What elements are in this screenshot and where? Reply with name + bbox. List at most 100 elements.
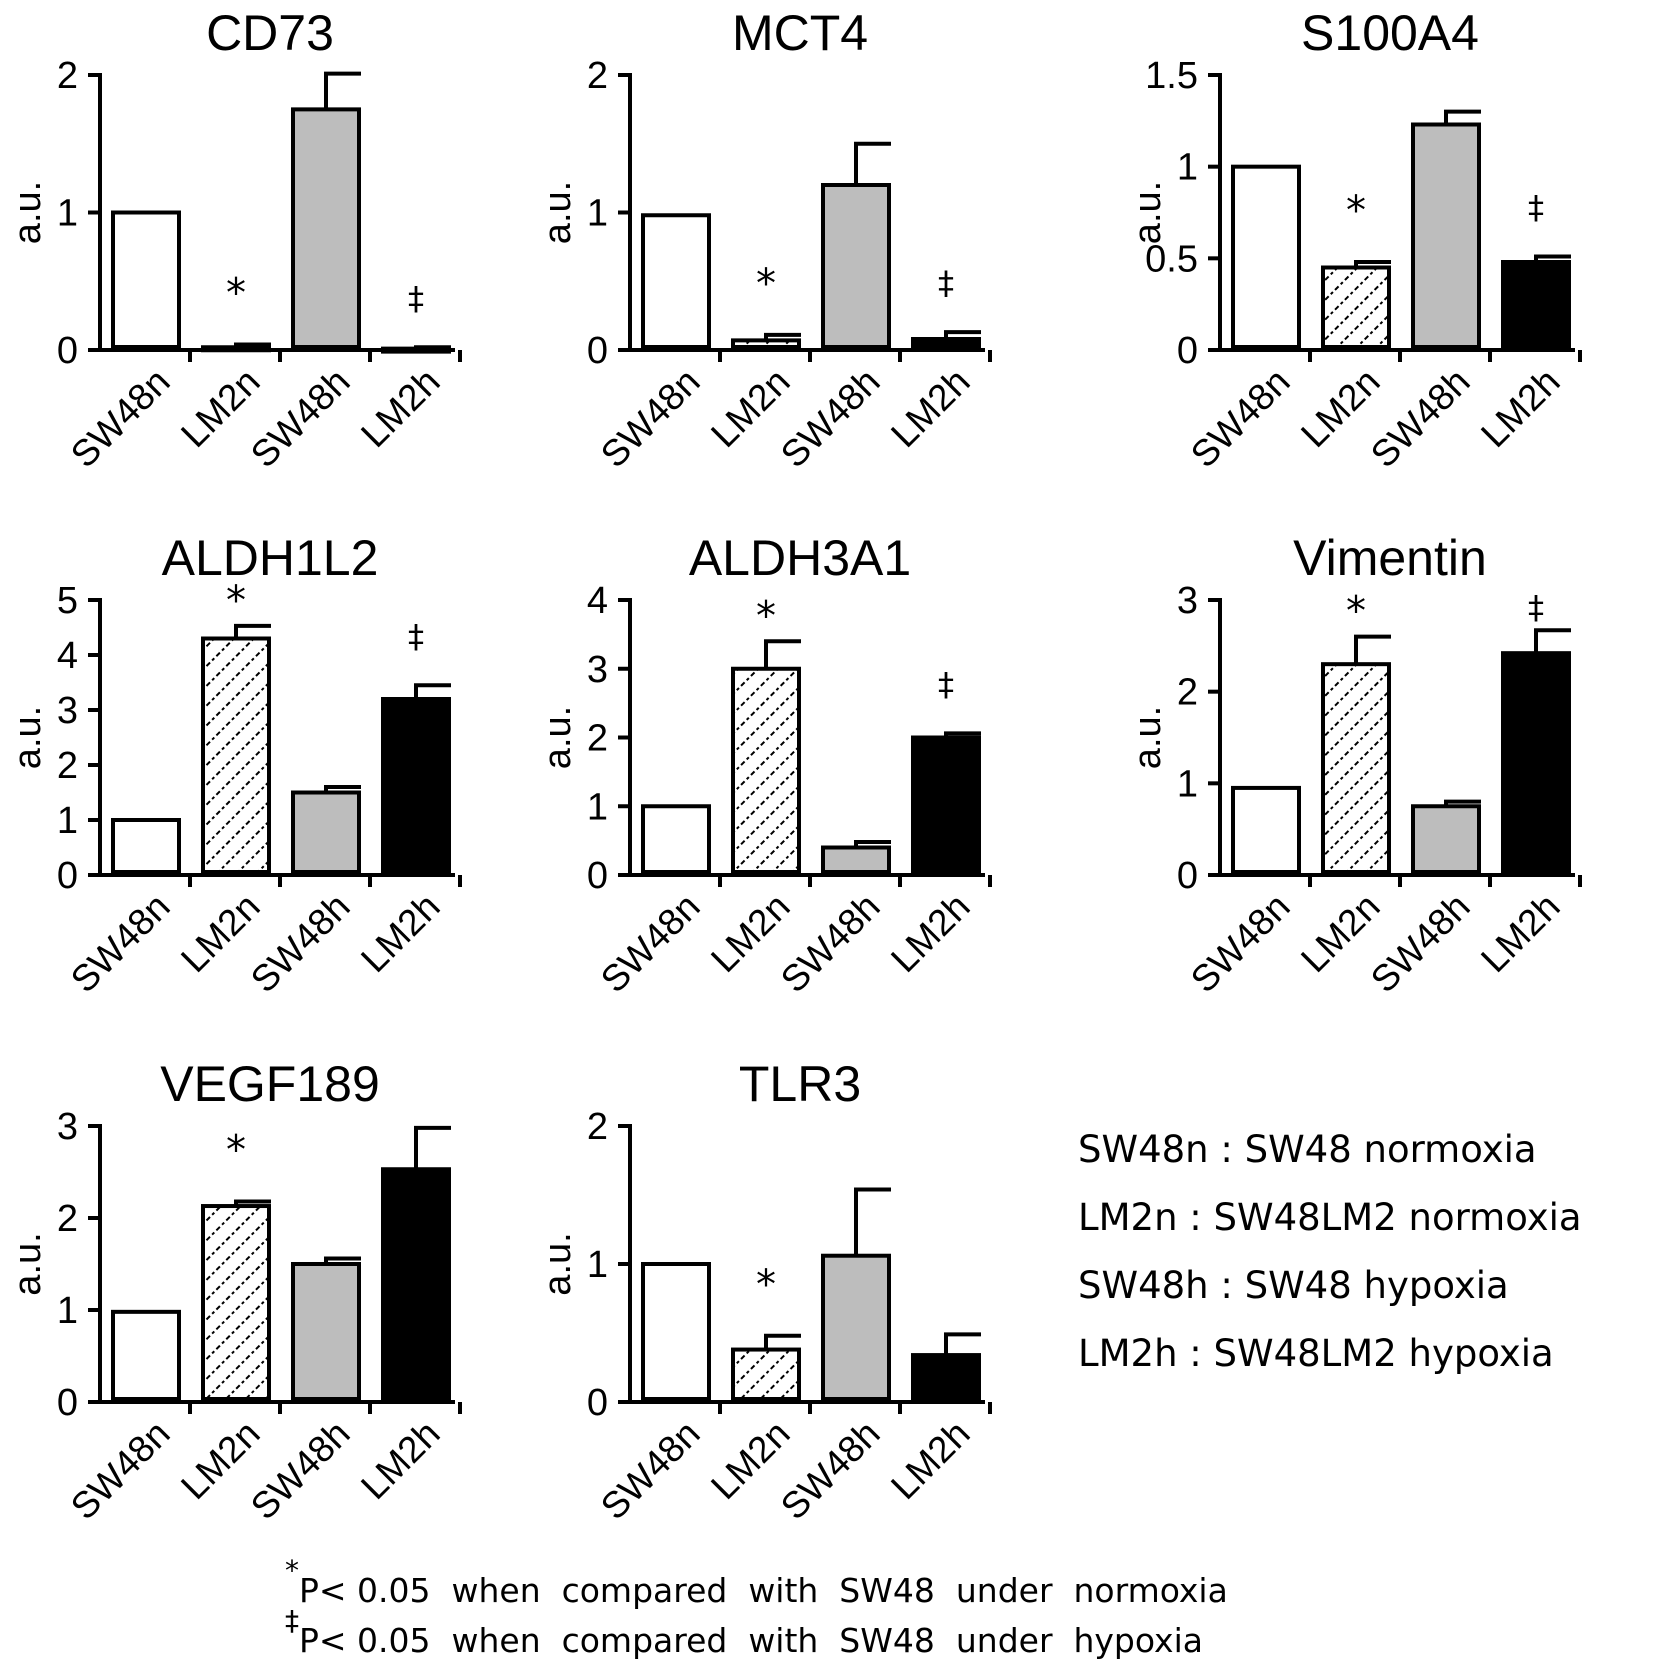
x-tick-label: SW48h bbox=[243, 1413, 358, 1528]
bar bbox=[911, 735, 981, 874]
chart-title: VEGF189 bbox=[160, 1056, 380, 1112]
bar bbox=[821, 845, 891, 874]
y-axis-label: a.u. bbox=[7, 181, 49, 244]
y-tick-label: 2 bbox=[57, 745, 78, 787]
bar bbox=[381, 697, 451, 874]
y-axis-label: a.u. bbox=[1127, 706, 1169, 769]
bar bbox=[201, 1204, 271, 1402]
x-tick-label: SW48n bbox=[63, 886, 178, 1001]
bar bbox=[1321, 662, 1391, 875]
y-tick-label: 1 bbox=[587, 786, 608, 828]
y-axis-label: a.u. bbox=[7, 1232, 49, 1295]
x-tick-label: SW48n bbox=[1183, 886, 1298, 1001]
y-tick-label: 2 bbox=[587, 55, 608, 97]
significance-mark: ‡ bbox=[408, 279, 424, 317]
y-tick-label: 0 bbox=[587, 855, 608, 897]
y-tick-label: 3 bbox=[57, 690, 78, 732]
significance-mark: * bbox=[1346, 589, 1366, 635]
chart-title: ALDH3A1 bbox=[689, 530, 911, 586]
legend-entry: LM2h : SW48LM2 hypoxia bbox=[1078, 1332, 1554, 1375]
y-tick-label: 0 bbox=[57, 1382, 78, 1424]
footnote-text: P< 0.05 when compared with SW48 under no… bbox=[299, 1571, 1228, 1610]
y-tick-label: 5 bbox=[57, 580, 78, 622]
bar bbox=[641, 1262, 711, 1401]
bar bbox=[821, 1253, 891, 1401]
y-axis-label: a.u. bbox=[537, 181, 579, 244]
x-tick-label: LM2h bbox=[883, 361, 977, 455]
significance-mark: * bbox=[226, 1127, 246, 1173]
y-tick-label: 0 bbox=[587, 1382, 608, 1424]
footnote-symbol: * bbox=[285, 1554, 299, 1587]
significance-mark: * bbox=[1346, 188, 1366, 234]
bar bbox=[1411, 804, 1481, 874]
y-axis-label: a.u. bbox=[7, 706, 49, 769]
y-tick-label: 3 bbox=[587, 649, 608, 691]
x-tick-label: LM2h bbox=[883, 886, 977, 980]
significance-mark: * bbox=[756, 261, 776, 307]
footnote-symbol: ‡ bbox=[285, 1604, 299, 1637]
y-axis-label: a.u. bbox=[537, 706, 579, 769]
significance-mark: * bbox=[226, 578, 246, 624]
bar bbox=[1501, 651, 1571, 875]
x-tick-label: SW48h bbox=[243, 361, 358, 476]
legend-entry: SW48h : SW48 hypoxia bbox=[1078, 1264, 1509, 1307]
x-tick-label: SW48h bbox=[773, 1413, 888, 1528]
significance-mark: ‡ bbox=[408, 617, 424, 655]
bar bbox=[291, 107, 361, 349]
x-tick-label: SW48n bbox=[63, 1413, 178, 1528]
x-tick-label: SW48h bbox=[1363, 361, 1478, 476]
y-tick-label: 0 bbox=[1177, 330, 1198, 372]
x-tick-label: SW48h bbox=[773, 886, 888, 1001]
y-tick-label: 3 bbox=[57, 1106, 78, 1148]
bar bbox=[111, 818, 181, 874]
y-tick-label: 2 bbox=[57, 1198, 78, 1240]
significance-mark: * bbox=[756, 593, 776, 639]
bar bbox=[381, 1167, 451, 1401]
y-axis-label: a.u. bbox=[1127, 181, 1169, 244]
bar bbox=[201, 345, 271, 353]
chart-title: TLR3 bbox=[739, 1056, 861, 1112]
bar bbox=[111, 1309, 181, 1401]
bar bbox=[641, 804, 711, 874]
y-tick-label: 1 bbox=[587, 1244, 608, 1286]
footnote-normoxia: *P< 0.05 when compared with SW48 under n… bbox=[285, 1554, 1228, 1610]
bar bbox=[911, 337, 981, 349]
y-tick-label: 1 bbox=[1177, 763, 1198, 805]
x-tick-label: SW48n bbox=[593, 1413, 708, 1528]
y-tick-label: 4 bbox=[587, 580, 608, 622]
bar bbox=[111, 210, 181, 349]
x-tick-label: SW48h bbox=[1363, 886, 1478, 1001]
x-tick-label: LM2h bbox=[1473, 886, 1567, 980]
bar bbox=[291, 1262, 361, 1401]
y-tick-label: 1.5 bbox=[1145, 55, 1198, 97]
bar bbox=[641, 213, 711, 349]
y-tick-label: 1 bbox=[57, 193, 78, 235]
bar bbox=[1231, 785, 1301, 875]
legend-entry: LM2n : SW48LM2 normoxia bbox=[1078, 1196, 1582, 1239]
y-tick-label: 0 bbox=[57, 330, 78, 372]
bar bbox=[381, 346, 451, 354]
bar bbox=[1321, 265, 1391, 349]
y-tick-label: 2 bbox=[1177, 672, 1198, 714]
bar bbox=[731, 666, 801, 874]
chart-title: ALDH1L2 bbox=[162, 530, 379, 586]
x-tick-label: SW48n bbox=[593, 886, 708, 1001]
x-tick-label: SW48n bbox=[63, 361, 178, 476]
chart-title: S100A4 bbox=[1301, 5, 1479, 61]
footnote-hypoxia: ‡P< 0.05 when compared with SW48 under h… bbox=[285, 1604, 1203, 1660]
bar bbox=[731, 1347, 801, 1402]
bar bbox=[911, 1353, 981, 1401]
bar bbox=[821, 183, 891, 349]
significance-mark: * bbox=[756, 1262, 776, 1308]
y-tick-label: 1 bbox=[587, 193, 608, 235]
x-tick-label: SW48h bbox=[773, 361, 888, 476]
bar bbox=[201, 636, 271, 874]
y-tick-label: 2 bbox=[57, 55, 78, 97]
y-tick-label: 0 bbox=[1177, 855, 1198, 897]
significance-mark: ‡ bbox=[1528, 588, 1544, 626]
